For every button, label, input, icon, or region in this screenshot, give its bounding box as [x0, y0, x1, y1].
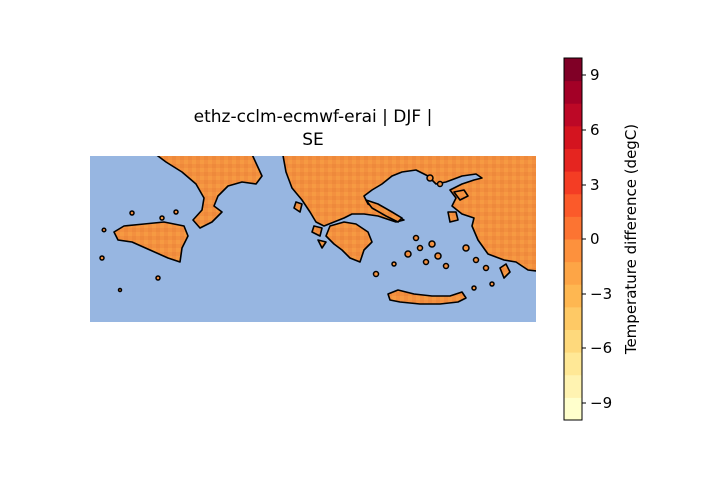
euboea: [365, 199, 403, 223]
crete: [387, 289, 467, 305]
kefalonia: [311, 225, 323, 237]
colorbar-segment: [564, 261, 582, 285]
peloponnese: [325, 221, 373, 263]
colorbar-segment: [564, 329, 582, 353]
colorbar-segment: [564, 374, 582, 398]
colorbar: 9 6 3 0 −3 −6 −9 Temperature difference …: [563, 57, 640, 421]
colorbar-segment: [564, 216, 582, 240]
lesbos: [453, 189, 469, 201]
colorbar-segment: [564, 103, 582, 127]
colorbar-segment: [564, 125, 582, 149]
aegean-islands: [99, 174, 495, 293]
chios: [447, 211, 459, 223]
colorbar-tick-label: −6: [590, 339, 612, 357]
colorbar-segment: [564, 148, 582, 172]
colorbar-segment: [564, 171, 582, 195]
balkans-greece-turkey: [282, 156, 536, 272]
colorbar-label: Temperature difference (degC): [622, 124, 640, 355]
map-title-line2: SE: [302, 130, 324, 150]
rhodes: [499, 263, 511, 279]
colorbar-segment: [564, 193, 582, 217]
colorbar-tick-label: 6: [590, 121, 600, 139]
colorbar-segment: [564, 306, 582, 330]
colorbar-segment: [564, 397, 582, 421]
colorbar-tick-label: 0: [590, 230, 600, 248]
colorbar-segment: [564, 80, 582, 104]
colorbar-segment: [564, 284, 582, 308]
colorbar-segment: [564, 352, 582, 376]
map-panel: [90, 156, 536, 322]
colorbar-tick-label: −3: [590, 285, 612, 303]
colorbar-tick-label: 3: [590, 176, 600, 194]
sicily: [113, 221, 189, 263]
colorbar-segment: [564, 58, 582, 82]
colorbar-segment: [564, 239, 582, 263]
zakynthos: [317, 239, 327, 249]
map-title-line1: ethz-cclm-ecmwf-erai | DJF |: [193, 107, 433, 127]
colorbar-tick-label: −9: [590, 394, 612, 412]
italy-mainland: [156, 156, 263, 229]
corfu: [293, 201, 303, 213]
colorbar-tick-label: 9: [590, 66, 600, 84]
